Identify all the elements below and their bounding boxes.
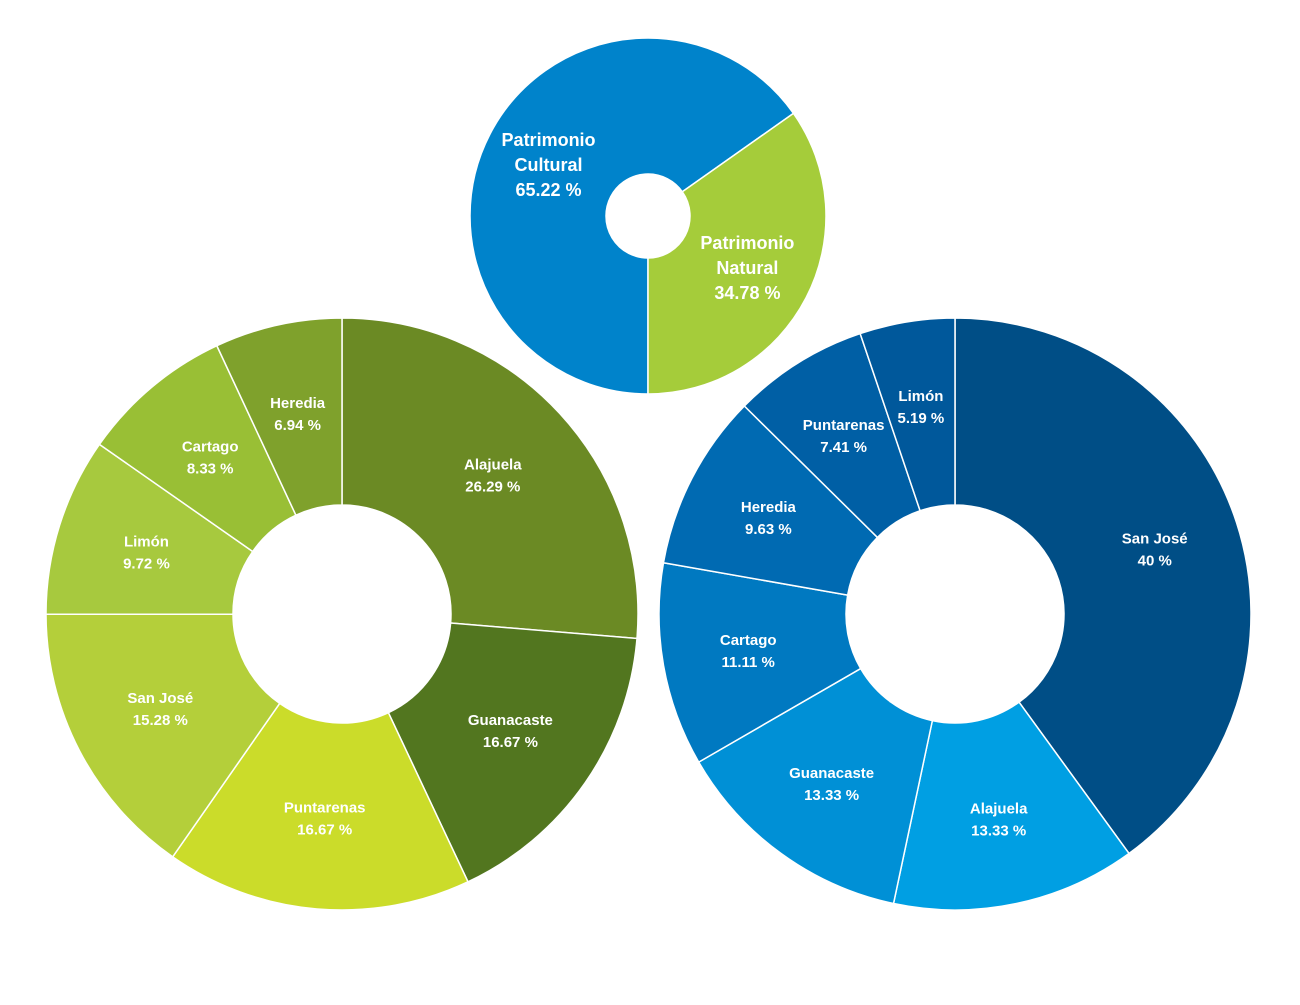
slice-patrimonio-cultural	[469, 37, 795, 395]
slice-label-san-jose: San José 40 %	[1122, 530, 1188, 569]
slice-name-label: Cartago	[182, 438, 239, 455]
slice-value-label: 16.67 %	[297, 822, 352, 839]
slice-name-label: Alajuela	[970, 801, 1028, 818]
slice-name-label: Cultural	[515, 155, 583, 175]
slice-label-cartago: Cartago 8.33 %	[182, 438, 239, 477]
slice-name-label: Heredia	[741, 499, 797, 516]
slice-name-label: Puntarenas	[803, 417, 885, 434]
slice-alajuela	[892, 701, 1130, 911]
slice-label-limon: Limón 5.19 %	[898, 388, 945, 427]
slice-heredia	[216, 317, 343, 516]
slice-label-san-jose: San José 15.28 %	[127, 690, 193, 729]
slice-value-label: 34.78 %	[714, 283, 780, 303]
slice-value-label: 7.41 %	[820, 439, 867, 456]
slice-label-patrimonio-cultural: Patrimonio Cultural 65.22 %	[502, 130, 596, 200]
slice-puntarenas	[171, 702, 469, 911]
slice-san-jose	[954, 317, 1252, 855]
slice-value-label: 9.72 %	[123, 556, 170, 573]
slice-value-label: 40 %	[1138, 552, 1172, 569]
slice-name-label: Limón	[898, 388, 943, 405]
slice-value-label: 8.33 %	[187, 460, 234, 477]
slice-limon	[45, 443, 254, 616]
slice-label-alajuela: Alajuela 13.33 %	[970, 801, 1028, 840]
donut-natural-by-province: Alajuela 26.29 %Guanacaste 16.67 %Puntaren…	[45, 317, 639, 911]
donut-heritage-type: Patrimonio Cultural 65.22 % Patrimonio Natur…	[469, 37, 827, 395]
slice-value-label: 13.33 %	[971, 823, 1026, 840]
slice-san-jose	[45, 613, 281, 858]
slice-name-label: Alajuela	[464, 456, 522, 473]
slice-value-label: 26.29 %	[465, 478, 520, 495]
slice-label-heredia: Heredia 9.63 %	[741, 499, 797, 538]
slice-label-heredia: Heredia 6.94 %	[270, 395, 326, 434]
slice-name-label: Patrimonio	[700, 233, 794, 253]
slice-label-guanacaste: Guanacaste 13.33 %	[789, 765, 874, 804]
slice-label-cartago: Cartago 11.11 %	[720, 632, 777, 671]
slice-name-label: Limón	[124, 534, 169, 551]
slice-patrimonio-natural	[647, 112, 827, 395]
slice-value-label: 13.33 %	[804, 787, 859, 804]
slice-label-limon: Limón 9.72 %	[123, 534, 170, 573]
slice-label-puntarenas: Puntarenas 7.41 %	[803, 417, 885, 456]
slice-value-label: 5.19 %	[898, 410, 945, 427]
slice-value-label: 65.22 %	[516, 180, 582, 200]
slice-cartago	[658, 561, 862, 763]
slice-value-label: 6.94 %	[274, 417, 321, 434]
slice-value-label: 9.63 %	[745, 521, 792, 538]
slice-name-label: San José	[127, 690, 193, 707]
slice-name-label: San José	[1122, 530, 1188, 547]
slice-value-label: 15.28 %	[133, 712, 188, 729]
slice-heredia	[662, 405, 879, 596]
slice-label-alajuela: Alajuela 26.29 %	[464, 456, 522, 495]
slice-guanacaste	[697, 667, 934, 905]
slice-label-guanacaste: Guanacaste 16.67 %	[468, 712, 553, 751]
slice-alajuela	[341, 317, 639, 640]
slice-name-label: Puntarenas	[284, 800, 366, 817]
slice-label-patrimonio-natural: Patrimonio Natural 34.78 %	[700, 233, 794, 303]
slice-guanacaste	[387, 622, 638, 883]
slice-name-label: Natural	[716, 258, 778, 278]
slice-value-label: 11.11 %	[722, 654, 775, 671]
slice-name-label: Guanacaste	[468, 712, 553, 729]
slice-name-label: Guanacaste	[789, 765, 874, 782]
slice-label-puntarenas: Puntarenas 16.67 %	[284, 800, 366, 839]
slice-limon	[859, 317, 956, 512]
slice-name-label: Cartago	[720, 632, 777, 649]
slice-name-label: Patrimonio	[502, 130, 596, 150]
donut-cultural-by-province: San José 40 % Alajuela 13.33 % Guanacaste 13.…	[658, 317, 1252, 911]
slice-name-label: Heredia	[270, 395, 326, 412]
slice-value-label: 16.67 %	[483, 734, 538, 751]
